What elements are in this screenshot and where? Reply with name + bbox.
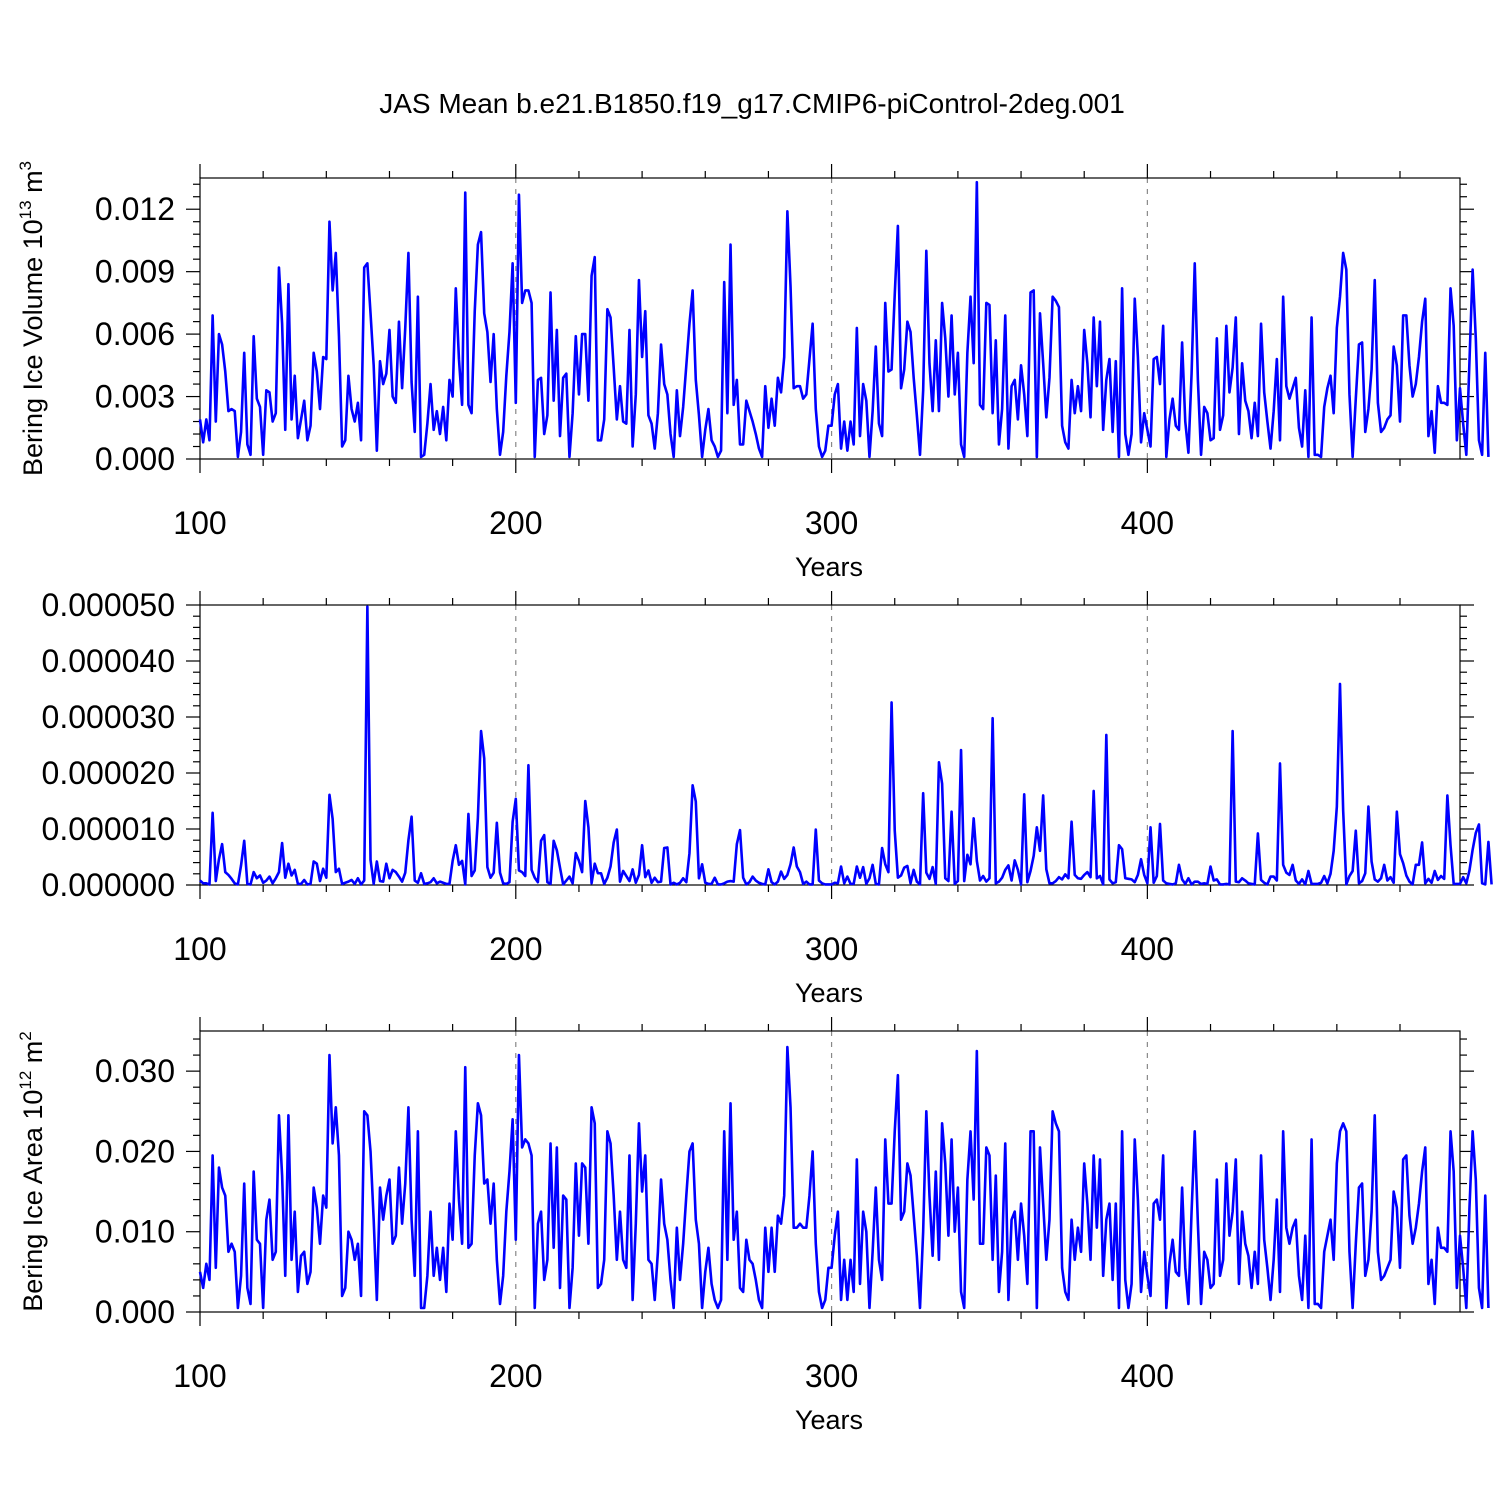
x-tick-label: 300 (805, 505, 858, 541)
y-tick-label: 0.000 (95, 1294, 175, 1330)
x-tick-label: 400 (1121, 505, 1174, 541)
plot-frame (199, 177, 1461, 460)
y-tick-label: 0.006 (95, 316, 175, 352)
x-tick-label: 200 (489, 1358, 542, 1394)
panel-ice-area: 100 200 300 400 0.000 0.010 0.020 0.030 Years Ber… (16, 1017, 1490, 1435)
series-line (199, 605, 1493, 886)
panel-middle-series: 100 200 300 400 0.000000 0.000010 0.000020 0.00… (42, 587, 1493, 1008)
y-axis-label-ylabel-exp: 13 (16, 200, 35, 219)
y-tick-label: 0.009 (95, 254, 175, 290)
y-axis-label-ylabel: Bering Ice Volume 10 (18, 219, 48, 476)
y-axis-label-ylabel-exp: 12 (16, 1071, 35, 1090)
x-tick-label: 100 (173, 931, 226, 967)
series-line (198, 1045, 1490, 1310)
y-axis-label: Bering Ice Volume 1013 m3 (16, 161, 48, 476)
y-tick-label: 0.020 (95, 1133, 175, 1169)
x-axis-label: Years (795, 552, 863, 582)
y-tick-label: 0.000050 (42, 587, 175, 623)
y-axis-label-ylabel-unit: m (18, 1041, 48, 1071)
y-tick-label: 0.000000 (42, 867, 175, 903)
plot-frame (199, 604, 1461, 886)
y-tick-label: 0.000 (95, 441, 175, 477)
y-tick-label: 0.000030 (42, 699, 175, 735)
y-tick-label: 0.000040 (42, 643, 175, 679)
x-tick-label: 300 (805, 1358, 858, 1394)
y-tick-label: 0.000020 (42, 755, 175, 791)
x-tick-label: 100 (173, 1358, 226, 1394)
x-tick-label: 100 (173, 505, 226, 541)
y-tick-label: 0.003 (95, 379, 175, 415)
x-tick-label: 200 (489, 505, 542, 541)
x-tick-label: 200 (489, 931, 542, 967)
y-tick-label: 0.000010 (42, 811, 175, 847)
y-tick-label: 0.012 (95, 191, 175, 227)
y-axis-label: Bering Ice Area 1012 m2 (16, 1031, 48, 1312)
y-axis-label-ylabel: Bering Ice Area 10 (18, 1090, 48, 1312)
x-axis-label: Years (795, 978, 863, 1008)
y-tick-label: 0.010 (95, 1214, 175, 1250)
x-axis-label: Years (795, 1405, 863, 1435)
panel-ice-volume: 100 200 300 400 0.000 0.003 0.006 0.009 0.012 Yea… (16, 161, 1490, 582)
y-axis-label-ylabel-unit-exp: 3 (16, 161, 35, 170)
figure-title: JAS Mean b.e21.B1850.f19_g17.CMIP6-piCon… (379, 88, 1125, 119)
plot-frame (199, 1030, 1461, 1313)
x-tick-label: 300 (805, 931, 858, 967)
series-line (198, 180, 1490, 459)
x-tick-label: 400 (1121, 1358, 1174, 1394)
y-axis-label-ylabel-unit: m (18, 170, 48, 200)
y-tick-label: 0.030 (95, 1053, 175, 1089)
x-tick-label: 400 (1121, 931, 1174, 967)
y-axis-label-ylabel-unit-exp: 2 (16, 1031, 35, 1040)
